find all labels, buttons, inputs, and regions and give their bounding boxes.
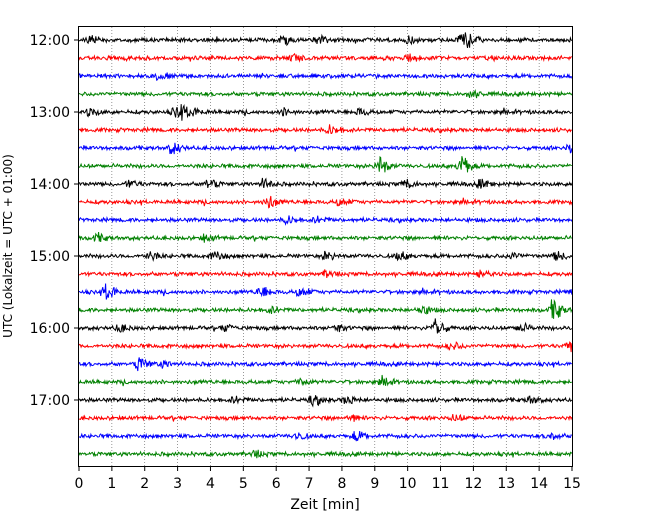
x-tick-label: 3 [173,476,182,492]
seismogram-trace [78,88,573,99]
seismogram-trace [78,413,573,422]
y-tick-label: 15:00 [30,249,70,265]
seismogram-trace [78,283,573,300]
seismogram-trace [78,318,573,334]
x-axis-label: Zeit [min] [290,497,359,513]
x-tick-label: 15 [563,476,581,492]
seismogram-trace [78,298,573,319]
x-tick-label: 12 [464,476,482,492]
seismogram-trace [78,250,573,263]
seismogram-trace [78,104,573,121]
seismogram-trace [78,449,573,459]
seismogram-trace [79,124,572,135]
x-tick-label: 0 [75,476,84,492]
x-tick-label: 5 [239,476,248,492]
trace-series [78,32,573,459]
x-axis: 0 1 2 3 4 5 6 7 8 9 10 11 12 13 14 15 [75,466,581,492]
x-tick-label: 11 [432,476,450,492]
seismogram-trace [78,177,573,189]
y-tick-label: 13:00 [30,105,70,121]
y-axis-label: UTC (Lokalzeit = UTC + 01:00) [1,154,15,338]
seismogram-trace [78,156,572,173]
seismogram-trace [78,32,573,48]
x-tick-label: 1 [107,476,116,492]
x-tick-label: 8 [337,476,346,492]
x-tick-label: 13 [497,476,515,492]
seismogram-trace [78,215,573,226]
y-tick-label: 14:00 [30,177,70,193]
x-tick-label: 7 [305,476,314,492]
seismogram-trace [78,232,572,243]
seismogram-trace [78,195,573,209]
x-tick-label: 2 [140,476,149,492]
y-tick-label: 12:00 [30,33,70,49]
x-tick-label: 10 [399,476,417,492]
x-tick-label: 14 [530,476,548,492]
seismogram-trace [78,142,573,155]
x-tick-label: 6 [272,476,281,492]
seismogram-trace [78,374,572,387]
x-tick-label: 9 [370,476,379,492]
vertical-grid [111,27,540,466]
seismogram-trace [78,395,573,408]
seismogram-trace [78,357,573,372]
plot-frame [78,26,573,467]
x-tick-label: 4 [206,476,215,492]
seismogram-trace [78,431,573,442]
y-tick-label: 17:00 [30,393,70,409]
y-axis: 12:00 13:00 14:00 15:00 16:00 17:00 [30,33,79,409]
seismogram-trace [79,269,573,279]
seismogram-trace [78,52,572,63]
seismogram-trace [78,72,573,81]
seismogram-trace [78,341,573,353]
y-tick-label: 16:00 [30,321,70,337]
